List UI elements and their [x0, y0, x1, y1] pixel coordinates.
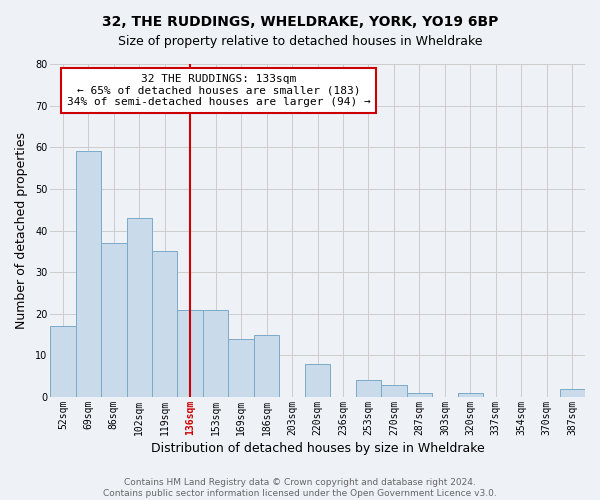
Bar — [458, 393, 483, 397]
Bar — [356, 380, 381, 397]
Y-axis label: Number of detached properties: Number of detached properties — [15, 132, 28, 329]
Bar — [178, 310, 203, 397]
Bar — [254, 334, 280, 397]
Bar — [560, 388, 585, 397]
Text: 32, THE RUDDINGS, WHELDRAKE, YORK, YO19 6BP: 32, THE RUDDINGS, WHELDRAKE, YORK, YO19 … — [102, 15, 498, 29]
Text: Size of property relative to detached houses in Wheldrake: Size of property relative to detached ho… — [118, 35, 482, 48]
Bar — [101, 243, 127, 397]
Bar — [407, 393, 432, 397]
Text: 32 THE RUDDINGS: 133sqm
← 65% of detached houses are smaller (183)
34% of semi-d: 32 THE RUDDINGS: 133sqm ← 65% of detache… — [67, 74, 370, 107]
Bar — [50, 326, 76, 397]
Bar — [203, 310, 229, 397]
Bar — [127, 218, 152, 397]
Bar — [76, 152, 101, 397]
Bar — [229, 338, 254, 397]
X-axis label: Distribution of detached houses by size in Wheldrake: Distribution of detached houses by size … — [151, 442, 484, 455]
Bar — [305, 364, 330, 397]
Bar — [152, 252, 178, 397]
Bar — [381, 384, 407, 397]
Text: Contains HM Land Registry data © Crown copyright and database right 2024.
Contai: Contains HM Land Registry data © Crown c… — [103, 478, 497, 498]
